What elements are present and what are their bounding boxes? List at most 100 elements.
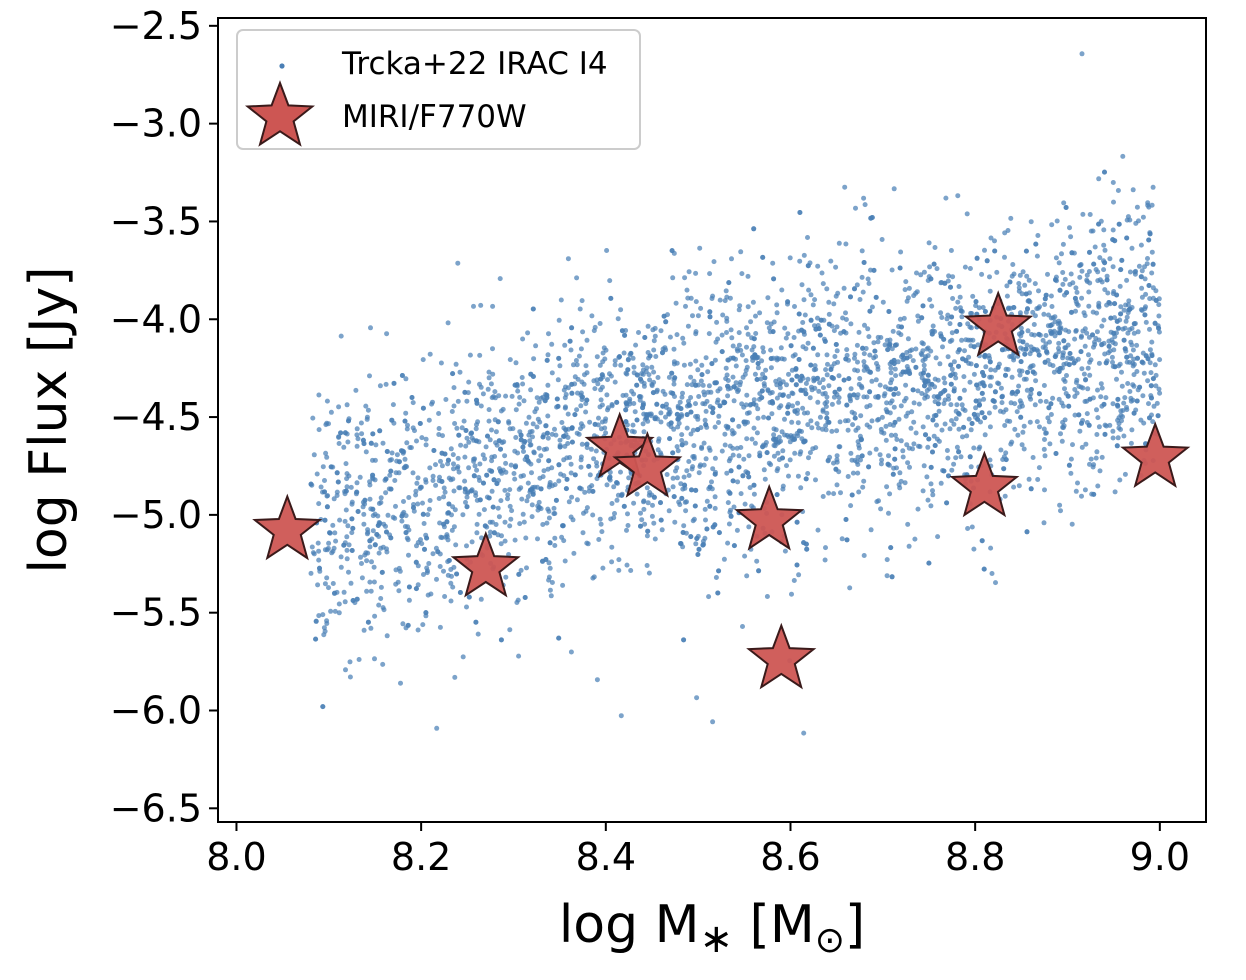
scatter-point [1106, 343, 1112, 349]
scatter-point [831, 301, 837, 307]
scatter-point [553, 497, 559, 503]
scatter-point [1087, 359, 1093, 365]
scatter-point [1074, 301, 1080, 307]
scatter-point [908, 425, 914, 431]
scatter-point [324, 621, 330, 626]
scatter-point [562, 342, 568, 348]
scatter-point [768, 356, 774, 362]
scatter-point [749, 436, 755, 442]
scatter-point [1127, 217, 1133, 223]
scatter-point [929, 331, 935, 337]
scatter-point [590, 512, 596, 518]
scatter-point [907, 464, 912, 470]
scatter-point [1115, 402, 1120, 408]
scatter-point [623, 419, 629, 425]
scatter-point [621, 350, 627, 356]
scatter-point [1126, 298, 1132, 304]
scatter-point [774, 357, 780, 363]
scatter-point [981, 566, 987, 572]
scatter-point [651, 369, 657, 375]
scatter-point [614, 399, 620, 405]
scatter-point [736, 387, 741, 393]
scatter-point [693, 414, 699, 419]
scatter-point [644, 563, 650, 568]
scatter-point [1120, 153, 1126, 159]
scatter-point [840, 315, 846, 321]
scatter-point [445, 457, 451, 463]
scatter-point [965, 526, 971, 531]
scatter-point [552, 426, 557, 432]
scatter-point [956, 347, 962, 353]
scatter-point [1103, 395, 1109, 401]
scatter-point [757, 453, 763, 459]
scatter-point [420, 500, 425, 506]
scatter-point [414, 480, 420, 486]
scatter-point [1020, 429, 1026, 435]
scatter-point [805, 340, 811, 346]
scatter-point [826, 311, 832, 317]
scatter-point [334, 470, 340, 476]
scatter-point [670, 390, 676, 396]
scatter-point [942, 388, 948, 393]
scatter-point [389, 417, 395, 423]
scatter-point [376, 501, 382, 506]
scatter-point [724, 315, 730, 321]
scatter-point [474, 400, 480, 406]
scatter-point [328, 409, 334, 415]
scatter-point [1052, 354, 1058, 360]
scatter-point [1106, 300, 1112, 305]
scatter-point [698, 462, 703, 468]
scatter-point [729, 256, 734, 262]
scatter-point [725, 540, 731, 546]
scatter-point [354, 426, 360, 432]
scatter-point [316, 613, 322, 619]
scatter-point [1050, 395, 1056, 401]
scatter-point [862, 202, 868, 208]
scatter-point [424, 535, 430, 541]
scatter-point [335, 479, 341, 485]
scatter-point [593, 448, 599, 454]
scatter-point [1102, 351, 1108, 357]
scatter-point [686, 269, 692, 275]
scatter-point [602, 418, 608, 424]
scatter-point [433, 482, 439, 488]
scatter-point [690, 518, 696, 524]
scatter-point [886, 510, 891, 516]
scatter-point [754, 558, 760, 564]
scatter-point [583, 508, 589, 514]
scatter-point [361, 521, 367, 527]
scatter-point [482, 523, 488, 529]
scatter-point [848, 450, 854, 456]
scatter-point [1018, 345, 1024, 351]
scatter-point [1016, 285, 1022, 291]
scatter-point [591, 456, 597, 462]
scatter-point [1064, 290, 1070, 296]
scatter-point [322, 478, 327, 483]
scatter-point [441, 521, 447, 527]
scatter-point [650, 502, 655, 508]
scatter-point [587, 419, 593, 425]
scatter-point [900, 369, 906, 375]
scatter-point [367, 538, 373, 544]
scatter-point [868, 527, 874, 533]
scatter-point [388, 486, 394, 492]
scatter-point [801, 297, 807, 303]
scatter-point [314, 471, 320, 477]
scatter-point [369, 559, 374, 565]
scatter-point [900, 352, 906, 358]
scatter-point [710, 524, 716, 530]
scatter-point [703, 408, 709, 414]
scatter-point [576, 431, 582, 437]
scatter-point [725, 378, 731, 383]
scatter-point [1042, 359, 1048, 365]
scatter-point [651, 494, 657, 500]
scatter-point [959, 402, 965, 408]
scatter-point [871, 267, 877, 273]
scatter-point [1156, 302, 1162, 308]
scatter-point [457, 485, 463, 491]
scatter-point [949, 330, 955, 336]
scatter-point [612, 511, 617, 516]
scatter-point [828, 367, 834, 372]
scatter-point [864, 404, 870, 410]
scatter-point [1087, 212, 1093, 217]
